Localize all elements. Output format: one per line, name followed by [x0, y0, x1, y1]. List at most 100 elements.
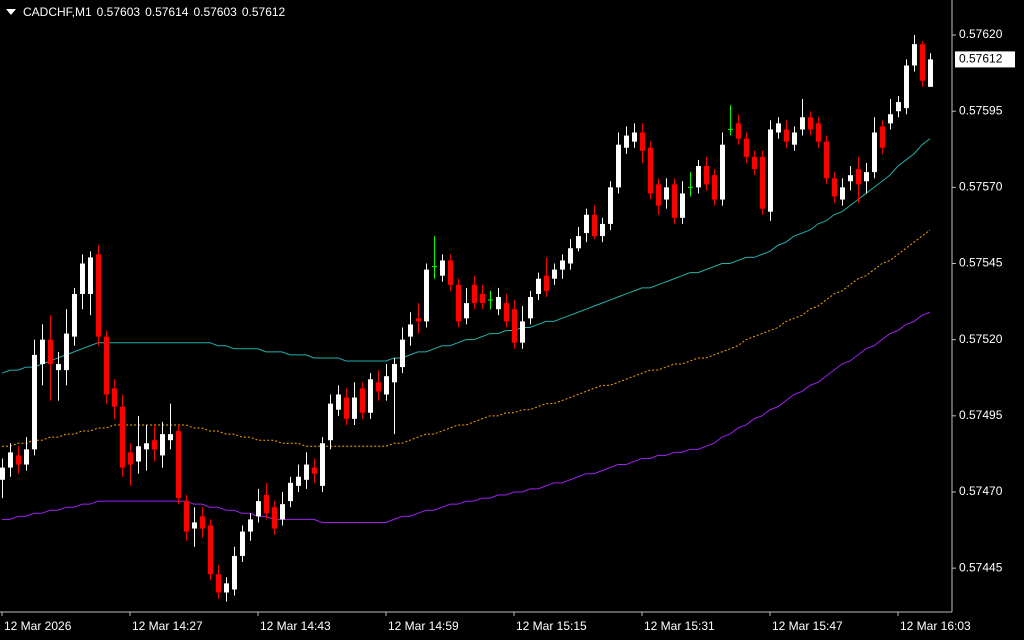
candle-body — [832, 178, 837, 197]
candle-body — [472, 284, 477, 304]
candle-body — [480, 293, 485, 304]
candle-body — [392, 364, 397, 383]
header-close: 0.57612 — [241, 5, 286, 19]
candle-body — [784, 129, 789, 142]
candle-body — [224, 583, 229, 593]
moving-average — [2, 229, 931, 447]
candle-body — [360, 388, 365, 413]
candle-body — [904, 65, 909, 109]
candle-body — [632, 132, 637, 142]
candle-body — [736, 123, 741, 139]
candle-body — [840, 187, 845, 200]
candle-body — [680, 193, 685, 218]
candle-body — [664, 187, 669, 200]
moving-average — [2, 311, 931, 523]
candle-body — [32, 354, 37, 450]
candle-body — [808, 117, 813, 130]
candle-body — [312, 467, 317, 474]
candle-body — [712, 175, 717, 200]
candle-body — [856, 169, 861, 185]
candle-body — [336, 394, 341, 410]
candle-body — [464, 303, 469, 319]
candle-body — [584, 214, 589, 234]
candle-body — [504, 303, 509, 322]
candle-body — [232, 555, 237, 590]
candle-body — [192, 522, 197, 529]
candle-body — [216, 574, 221, 593]
candle-body — [816, 123, 821, 142]
candle-body — [80, 263, 85, 294]
candle-body — [264, 495, 269, 514]
candle-body — [704, 166, 709, 185]
candle-body — [416, 318, 421, 322]
chart-header: CADCHF,M1 0.57603 0.57614 0.57603 0.5761… — [6, 5, 285, 19]
candle-body — [120, 406, 125, 468]
candle-body — [880, 126, 885, 148]
x-tick-label: 12 Mar 14:59 — [388, 619, 459, 633]
candle-body — [496, 297, 501, 310]
candle-body — [912, 44, 917, 66]
candle-body — [288, 482, 293, 502]
candle-body — [752, 156, 757, 170]
candle-body — [296, 476, 301, 486]
candle-body — [248, 519, 253, 532]
candle-body — [768, 129, 773, 212]
candle-body — [256, 501, 261, 517]
candle-body — [528, 297, 533, 319]
candle-body — [128, 452, 133, 465]
candle-body — [320, 443, 325, 486]
candle-body — [64, 333, 69, 371]
x-tick-label: 12 Mar 14:27 — [132, 619, 203, 633]
candle-body — [456, 284, 461, 322]
price-marker-box — [955, 51, 1015, 68]
candle-body — [176, 431, 181, 499]
candle-body — [328, 403, 333, 441]
x-tick-label: 12 Mar 16:03 — [900, 619, 971, 633]
candle-body — [896, 102, 901, 112]
candle-body — [160, 434, 165, 456]
candle-body — [928, 59, 933, 87]
candle-body — [16, 455, 21, 465]
candle-body — [824, 141, 829, 179]
candle-body — [72, 293, 77, 337]
candle-body — [24, 449, 29, 465]
y-tick-label: 0.57445 — [959, 560, 1003, 574]
candle-body — [88, 257, 93, 294]
candle-body — [200, 516, 205, 529]
candle-body — [408, 324, 413, 337]
candle-body — [560, 260, 565, 270]
candle-body — [240, 531, 245, 556]
candle-body — [0, 467, 5, 480]
moving-average — [1, 138, 931, 374]
candle-body — [656, 184, 661, 206]
candle-body — [152, 440, 157, 450]
candle-body — [8, 452, 13, 468]
y-tick-label: 0.57620 — [959, 27, 1003, 41]
candle-body — [800, 117, 805, 130]
candle-body — [424, 269, 429, 322]
candle-body — [608, 187, 613, 224]
candle-body — [864, 172, 869, 182]
y-tick-label: 0.57495 — [959, 408, 1003, 422]
candle-body — [696, 166, 701, 188]
candle-body — [776, 123, 781, 133]
candle-body — [720, 144, 725, 200]
candle-body — [552, 269, 557, 279]
candle-body — [512, 309, 517, 343]
candle-body — [792, 132, 797, 145]
candle-body — [56, 364, 61, 371]
candle-body — [920, 44, 925, 81]
candle-body — [648, 147, 653, 194]
candle-body — [440, 260, 445, 276]
candle-body — [344, 397, 349, 419]
header-low: 0.57603 — [193, 5, 237, 19]
candle-body — [144, 443, 149, 450]
y-tick-label: 0.57595 — [959, 103, 1003, 117]
candle-body — [616, 144, 621, 188]
candle-body — [104, 336, 109, 395]
candle-body — [96, 254, 101, 337]
candle-body — [592, 214, 597, 237]
y-tick-label: 0.57545 — [959, 256, 1003, 270]
candle-body — [112, 388, 117, 407]
